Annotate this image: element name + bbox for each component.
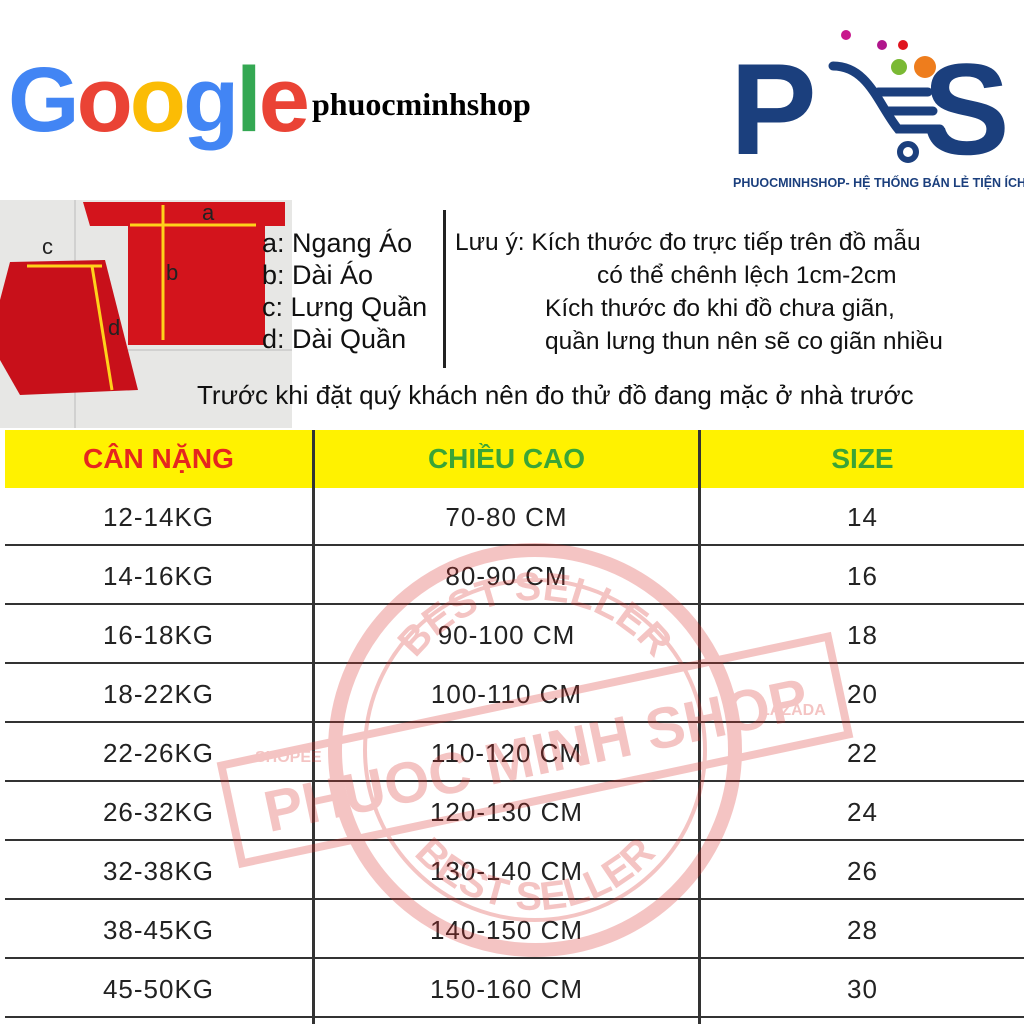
height-cell: 100-110 CM bbox=[430, 678, 583, 709]
size-cell: 22 bbox=[847, 737, 878, 768]
stamp-right-text: LAZADA bbox=[760, 702, 826, 719]
column-divider bbox=[312, 430, 315, 1024]
label-b: b bbox=[166, 260, 178, 285]
garment-measurement-photo: a b c d bbox=[0, 200, 292, 428]
legend-item: b: Dài Áo bbox=[262, 260, 374, 290]
legend-item: c: Lưng Quần bbox=[262, 292, 428, 322]
column-divider bbox=[698, 430, 701, 1024]
measurement-note: Lưu ý: Kích thước đo trực tiếp trên đồ m… bbox=[455, 226, 943, 358]
height-cell: 120-130 CM bbox=[429, 796, 584, 827]
weight-cell: 18-22KG bbox=[102, 678, 215, 709]
weight-cell: 45-50KG bbox=[102, 973, 215, 1004]
divider bbox=[443, 210, 446, 368]
weight-cell: 12-14KG bbox=[102, 501, 215, 532]
size-cell: 24 bbox=[847, 796, 878, 827]
svg-text:P: P bbox=[730, 36, 817, 182]
logo-tagline: PHUOCMINHSHOP- HỆ THỐNG BÁN LẺ TIỆN ÍCH bbox=[733, 176, 1024, 190]
height-cell: 90-100 CM bbox=[437, 619, 576, 650]
header-height: CHIỀU CAO bbox=[315, 430, 698, 488]
size-cell: 16 bbox=[847, 560, 878, 591]
label-a: a bbox=[202, 200, 215, 225]
height-cell: 70-80 CM bbox=[445, 501, 568, 532]
advice-text: Trước khi đặt quý khách nên đo thử đồ đa… bbox=[197, 380, 914, 410]
size-cell: 30 bbox=[847, 973, 878, 1004]
header-size: SIZE bbox=[701, 430, 1024, 488]
measurement-legend: a: Ngang Áo b: Dài Áo c: Lưng Quần d: Dà… bbox=[262, 227, 427, 355]
header-weight: CÂN NẶNG bbox=[5, 430, 312, 488]
label-d: d bbox=[108, 315, 120, 340]
table-row: 12-14KG 70-80 CM 14 bbox=[5, 488, 1024, 546]
size-cell: 18 bbox=[847, 619, 878, 650]
note-line: Lưu ý: Kích thước đo trực tiếp trên đồ m… bbox=[455, 229, 921, 256]
size-cell: 20 bbox=[847, 678, 878, 709]
weight-cell: 38-45KG bbox=[102, 914, 215, 945]
height-cell: 80-90 CM bbox=[445, 560, 568, 591]
pms-logo: P S bbox=[730, 30, 1010, 182]
size-cell: 14 bbox=[847, 501, 878, 532]
table-row: 32-38KG 130-140 CM 26 bbox=[5, 842, 1024, 900]
weight-cell: 32-38KG bbox=[102, 855, 215, 886]
google-logo: Google bbox=[8, 49, 310, 151]
table-row: 26-32KG 120-130 CM 24 bbox=[5, 783, 1024, 841]
weight-cell: 16-18KG bbox=[102, 619, 215, 650]
label-c: c bbox=[42, 234, 53, 259]
stamp-bottom-text: BEST SELLER bbox=[407, 829, 663, 919]
legend-item: d: Dài Quần bbox=[262, 324, 407, 354]
size-cell: 26 bbox=[847, 855, 878, 886]
height-cell: 140-150 CM bbox=[429, 914, 584, 945]
shop-name: phuocminhshop bbox=[312, 86, 531, 122]
note-line: Kích thước đo khi đồ chưa giãn, bbox=[545, 295, 895, 322]
note-line: quần lưng thun nên sẽ co giãn nhiều bbox=[545, 328, 943, 355]
svg-text:S: S bbox=[923, 36, 1010, 182]
legend-item: a: Ngang Áo bbox=[262, 228, 413, 258]
height-cell: 130-140 CM bbox=[429, 855, 584, 886]
height-cell: 110-120 CM bbox=[430, 737, 583, 768]
table-row: 45-50KG 150-160 CM 30 bbox=[5, 960, 1024, 1018]
weight-cell: 14-16KG bbox=[102, 560, 215, 591]
table-row: 14-16KG 80-90 CM 16 bbox=[5, 547, 1024, 605]
table-row: 22-26KG 110-120 CM 22 bbox=[5, 724, 1024, 782]
weight-cell: 22-26KG bbox=[102, 737, 215, 768]
table-row: 18-22KG 100-110 CM 20 bbox=[5, 665, 1024, 723]
size-cell: 28 bbox=[847, 914, 878, 945]
height-cell: 150-160 CM bbox=[429, 973, 584, 1004]
note-line: có thể chênh lệch 1cm-2cm bbox=[597, 262, 897, 289]
watermark-stamp: BEST SELLER BEST SELLER PHUOC MINH SHOP … bbox=[216, 543, 854, 957]
svg-text:BEST SELLER: BEST SELLER bbox=[407, 829, 663, 919]
table-row: 16-18KG 90-100 CM 18 bbox=[5, 606, 1024, 664]
table-row: 38-45KG 140-150 CM 28 bbox=[5, 901, 1024, 959]
weight-cell: 26-32KG bbox=[102, 796, 215, 827]
stamp-left-text: SHOPEE bbox=[255, 749, 322, 766]
size-table: CÂN NẶNG CHIỀU CAO SIZE 12-14KG 70-80 CM 1… bbox=[5, 430, 1024, 1024]
